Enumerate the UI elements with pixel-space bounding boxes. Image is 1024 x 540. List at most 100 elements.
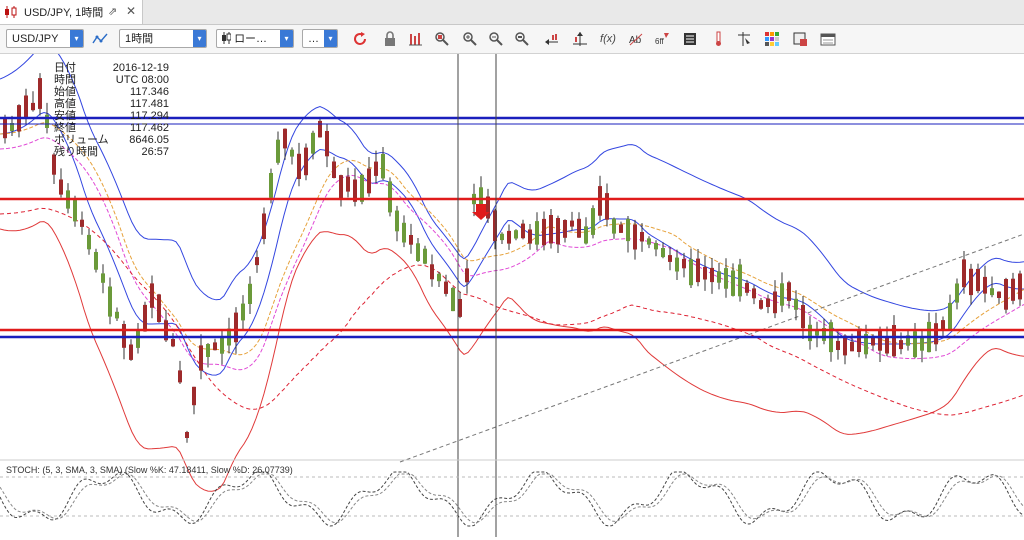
candle-body: [990, 288, 994, 296]
chevron-down-icon: ▾: [70, 30, 83, 47]
candle-body: [73, 198, 77, 222]
indicator-icon[interactable]: Ab: [628, 31, 644, 47]
candle-body: [556, 218, 560, 245]
screenshot-icon[interactable]: [792, 31, 808, 47]
thermometer-icon[interactable]: [710, 31, 726, 47]
info-label: 高値: [54, 98, 76, 110]
candle-body: [332, 161, 336, 178]
list-icon[interactable]: [682, 31, 698, 47]
candle-body: [248, 283, 252, 304]
candle-body: [570, 220, 574, 227]
candle-body: [374, 161, 378, 176]
more-select[interactable]: … ▾: [302, 29, 338, 48]
candle-body: [52, 154, 56, 175]
info-value: UTC 08:00: [115, 74, 169, 86]
symbol-select[interactable]: USD/JPY ▾: [6, 29, 84, 48]
stoch-d-line: [0, 473, 1024, 524]
candle-body: [598, 186, 602, 216]
candle-body: [31, 102, 35, 111]
candle-body: [682, 258, 686, 269]
candle-body: [955, 283, 959, 303]
scroll-icon[interactable]: [544, 31, 560, 47]
candle-body: [822, 328, 826, 341]
candle-body: [381, 154, 385, 179]
candle-body: [297, 153, 301, 179]
candle-body: [80, 219, 84, 227]
info-label: ボリューム: [54, 134, 109, 146]
fx-icon[interactable]: f(x): [600, 33, 616, 45]
candle-body: [724, 268, 728, 289]
info-row: 時間 UTC 08:00: [54, 74, 169, 86]
info-label: 日付: [54, 62, 76, 74]
candle-body: [430, 264, 434, 280]
candle-body: [661, 248, 665, 258]
candle-body: [150, 283, 154, 308]
candle-body: [906, 335, 910, 346]
candle-body: [591, 208, 595, 235]
popout-icon[interactable]: ⇗: [108, 6, 118, 18]
toolbar: USD/JPY ▾ 1時間 ▾ ロー… ▾ … ▾ f(x) Ab 6ff: [0, 25, 1024, 54]
candle-body: [689, 259, 693, 286]
price-chart[interactable]: [0, 42, 1024, 537]
candle-body: [535, 221, 539, 245]
candle-body: [766, 298, 770, 307]
candle-body: [199, 345, 203, 371]
candle-body: [752, 288, 756, 299]
candle-body: [458, 299, 462, 317]
period-select[interactable]: 1時間 ▾: [119, 29, 207, 48]
chart-type-select[interactable]: ロー… ▾: [216, 29, 294, 48]
crosshair-icon[interactable]: [572, 31, 588, 47]
palette-icon[interactable]: [764, 31, 780, 47]
refresh-icon[interactable]: [352, 31, 368, 47]
tab-bar: USD/JPY, 1時間 ⇗ ✕: [0, 0, 1024, 25]
candle-body: [871, 336, 875, 346]
candle-body: [234, 312, 238, 343]
candle-body: [416, 243, 420, 261]
candle-body: [507, 230, 511, 244]
chart-area[interactable]: [0, 42, 1024, 537]
candle-body: [640, 232, 644, 242]
candle-body: [605, 193, 609, 220]
candle-body: [213, 342, 217, 351]
candle-body: [24, 95, 28, 119]
chevron-down-icon: ▾: [324, 30, 337, 47]
calendar-icon[interactable]: [820, 31, 836, 47]
info-row: 始値 117.346: [54, 86, 169, 98]
chart-tab[interactable]: USD/JPY, 1時間 ⇗ ✕: [0, 0, 143, 24]
candle-body: [325, 131, 329, 157]
zoom-out-icon[interactable]: [488, 31, 504, 47]
candle-body: [178, 370, 182, 383]
candle-body: [920, 337, 924, 351]
info-value: 117.294: [130, 110, 169, 122]
candle-body: [941, 320, 945, 331]
info-label: 終値: [54, 122, 76, 134]
candle-body: [101, 273, 105, 283]
zoom-fit-icon[interactable]: [408, 31, 424, 47]
candle-body: [787, 282, 791, 301]
candle-body: [780, 283, 784, 306]
zoom-in-icon[interactable]: [462, 31, 478, 47]
candle-body: [38, 78, 42, 109]
info-panel: 日付 2016-12-19 時間 UTC 08:00 始値 117.346 高値 117.48…: [54, 62, 169, 158]
close-icon[interactable]: ✕: [126, 4, 137, 18]
trend-line-gray-dashed: [399, 233, 1024, 463]
analysis-icon[interactable]: 6ff: [654, 31, 670, 47]
candle-body: [59, 179, 63, 195]
candle-body: [654, 243, 658, 250]
info-value: 26:57: [141, 146, 169, 158]
pin-icon[interactable]: [736, 31, 752, 47]
candle-body: [157, 294, 161, 322]
period-value: 1時間: [125, 33, 154, 45]
zoom-reset-icon[interactable]: [514, 31, 530, 47]
chart-objects-icon[interactable]: [92, 31, 108, 47]
lock-icon[interactable]: [382, 31, 398, 47]
info-value: 117.462: [130, 122, 169, 134]
zoom-area-icon[interactable]: [434, 31, 450, 47]
candle-body: [1004, 279, 1008, 310]
candle-body: [997, 291, 1001, 298]
candle-body: [612, 218, 616, 234]
candle-body: [1018, 273, 1022, 300]
bollinger-lower-band: [0, 221, 1024, 492]
moving-average-blue: [0, 111, 1024, 376]
candle-body: [339, 175, 343, 200]
